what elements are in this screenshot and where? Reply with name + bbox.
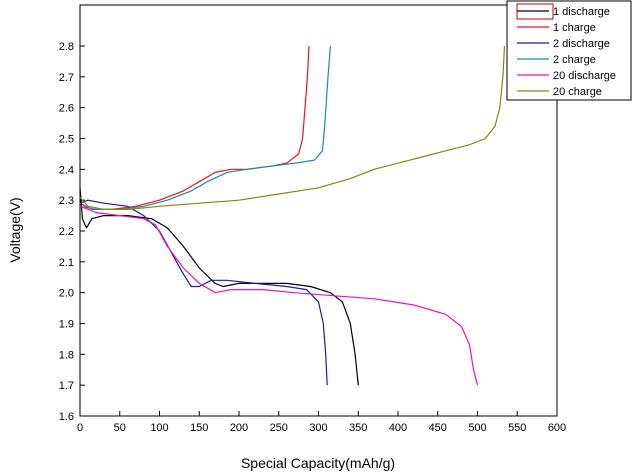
x-tick-label: 350 xyxy=(349,422,367,434)
plot-area xyxy=(79,4,558,417)
y-tick-label: 2.7 xyxy=(59,72,74,84)
x-tick-label: 100 xyxy=(150,422,168,434)
y-tick-label: 1.9 xyxy=(59,319,74,331)
legend-label: 20 charge xyxy=(553,86,602,98)
x-axis-title: Special Capacity(mAh/g) xyxy=(241,455,395,471)
x-tick-label: 600 xyxy=(548,422,566,434)
legend: 1 discharge 1 charge 2 discharge 2 charge 20… xyxy=(506,0,632,101)
series-line-20-discharge xyxy=(79,205,479,386)
x-tick-label: 300 xyxy=(309,422,327,434)
legend-label: 2 charge xyxy=(553,54,596,66)
y-tick-label: 2.8 xyxy=(59,41,74,53)
x-tick-label: 50 xyxy=(114,422,126,434)
y-tick-label: 2.3 xyxy=(59,195,74,207)
y-tick-label: 2.1 xyxy=(59,257,74,269)
x-tick-label: 150 xyxy=(190,422,208,434)
y-tick-label: 2.4 xyxy=(59,164,74,176)
legend-label: 1 charge xyxy=(553,22,596,34)
y-tick-label: 1.8 xyxy=(59,349,74,361)
x-tick-label: 0 xyxy=(77,422,83,434)
legend-label: 1 discharge xyxy=(553,6,610,18)
series-line-2-charge xyxy=(79,45,331,210)
series-line-2-discharge xyxy=(79,199,328,386)
x-tick-label: 200 xyxy=(230,422,248,434)
x-tick-label: 500 xyxy=(468,422,486,434)
x-tick-label: 550 xyxy=(508,422,526,434)
series-line-1-discharge xyxy=(79,187,359,386)
legend-label: 20 discharge xyxy=(553,70,616,82)
x-tick-label: 250 xyxy=(270,422,288,434)
y-tick-label: 1.7 xyxy=(59,380,74,392)
legend-box xyxy=(506,0,632,101)
legend-label: 2 discharge xyxy=(553,38,610,50)
legend-highlight xyxy=(516,3,554,20)
y-tick-label: 2.2 xyxy=(59,226,74,238)
y-tick-label: 2.6 xyxy=(59,103,74,115)
x-axis-ticks: 0 50 100 150 200 250 300 350 400 450 500 550 600 xyxy=(77,411,566,434)
y-tick-label: 1.6 xyxy=(59,411,74,423)
x-tick-label: 400 xyxy=(389,422,407,434)
series-lines xyxy=(79,45,506,386)
series-line-20-charge xyxy=(79,45,506,210)
x-tick-label: 450 xyxy=(429,422,447,434)
y-tick-label: 2.5 xyxy=(59,134,74,146)
y-tick-label: 2.0 xyxy=(59,288,74,300)
y-axis-title: Voltage(V) xyxy=(7,197,23,262)
y-axis-ticks: 1.6 1.7 1.8 1.9 2.0 2.1 2.2 2.3 2.4 2.5 2.6 2.7 2.8 xyxy=(59,41,85,423)
series-line-1-charge xyxy=(79,45,310,210)
